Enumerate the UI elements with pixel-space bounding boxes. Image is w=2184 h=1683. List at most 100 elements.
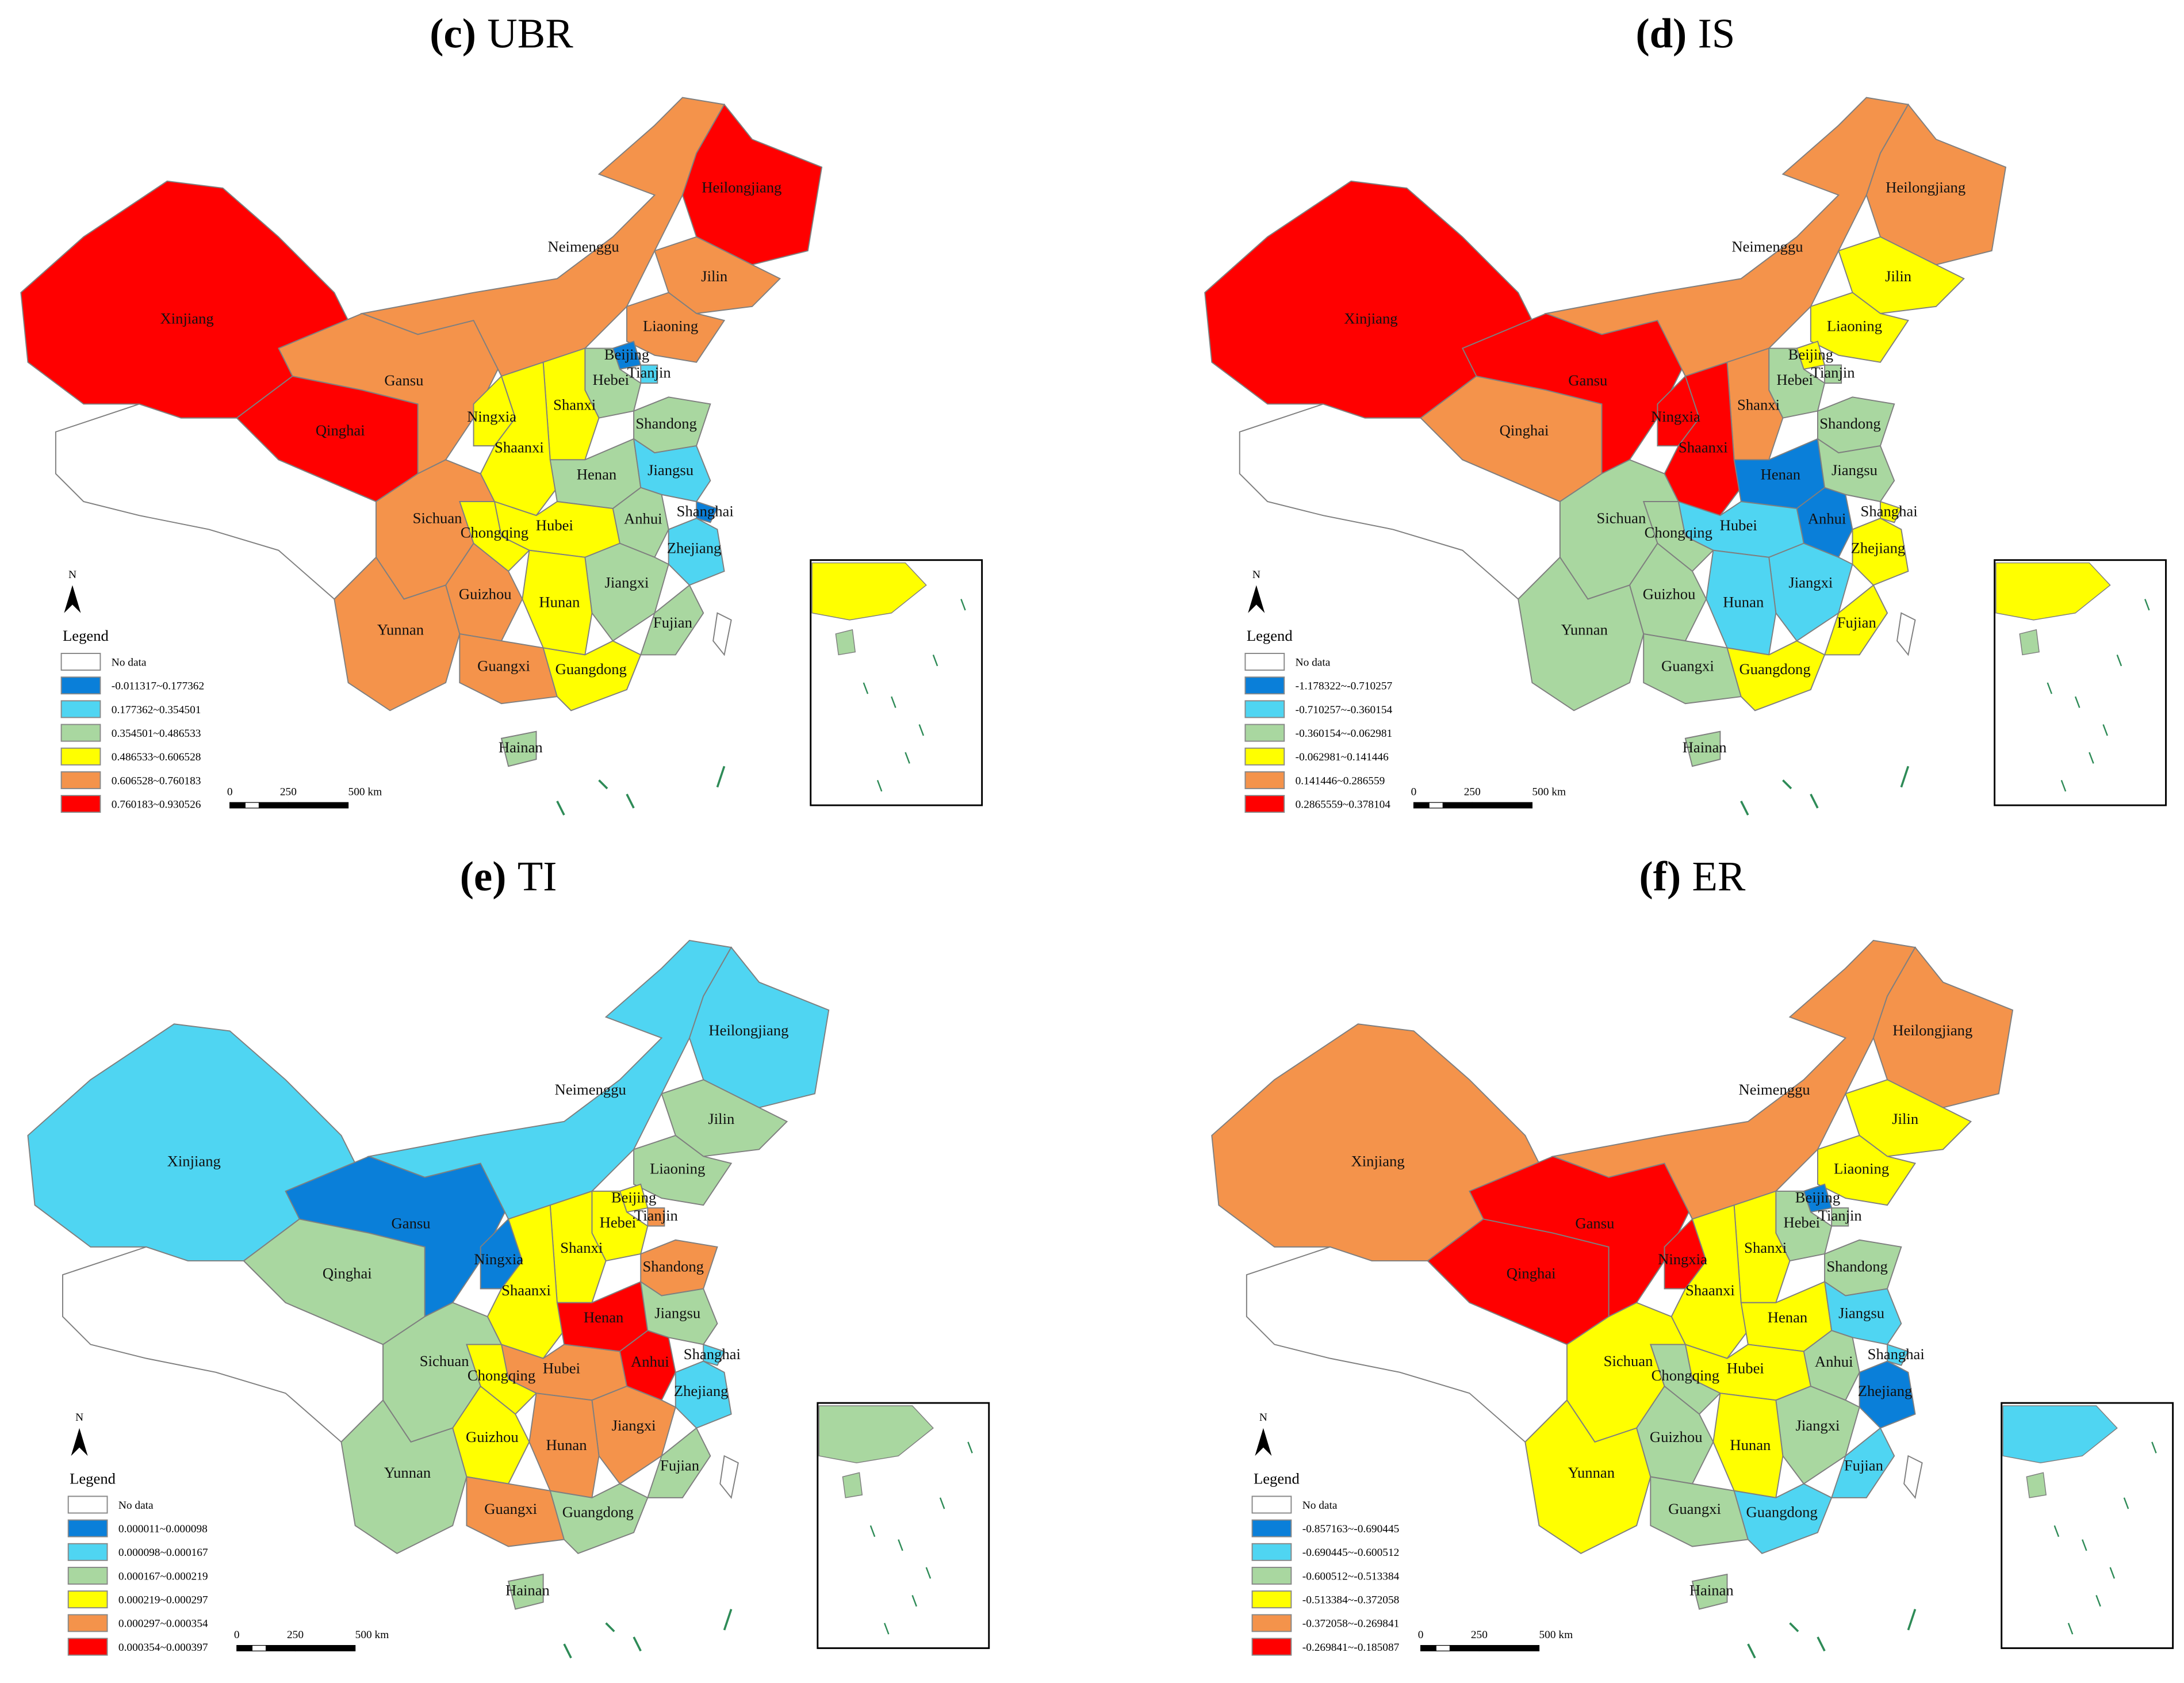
province-label: Henan bbox=[1768, 1309, 1808, 1326]
province bbox=[500, 730, 537, 767]
island bbox=[633, 1636, 642, 1652]
province-label: Liaoning bbox=[1834, 1160, 1889, 1177]
province bbox=[1887, 1344, 1909, 1366]
province-label: Neimenggu bbox=[1738, 1081, 1810, 1098]
legend-label: -0.513384~-0.372058 bbox=[1302, 1594, 1400, 1606]
legend-label: -0.600512~-0.513384 bbox=[1302, 1570, 1400, 1582]
legend-swatch bbox=[67, 1519, 108, 1537]
legend-swatch bbox=[1251, 1566, 1292, 1585]
province bbox=[646, 1427, 711, 1498]
map-panel: (c) UBR Xinjiang Qinghai Gansu Neimenggu Heilo… bbox=[20, 10, 983, 816]
province-label: Hunan bbox=[1730, 1436, 1771, 1454]
inset-island bbox=[869, 1525, 876, 1537]
inset-island bbox=[2089, 752, 2094, 764]
province bbox=[507, 1573, 544, 1610]
province-label: Shanghai bbox=[1868, 1345, 1925, 1363]
scale-label: 0 bbox=[1411, 786, 1417, 798]
panel-title: (e) TI bbox=[460, 853, 557, 900]
scale-label: 500 km bbox=[348, 786, 382, 798]
province-label: Gansu bbox=[1568, 372, 1607, 389]
scale-bar bbox=[1413, 802, 1430, 809]
province-label: Fujian bbox=[653, 614, 692, 631]
province-label: Hunan bbox=[546, 1436, 587, 1454]
province-label: Yunnan bbox=[1568, 1464, 1615, 1481]
north-arrow bbox=[71, 1428, 88, 1456]
province-label: Hainan bbox=[1683, 739, 1727, 756]
legend-swatch bbox=[67, 1614, 108, 1632]
province-label: Neimenggu bbox=[555, 1081, 626, 1098]
scale-label: 500 km bbox=[1532, 786, 1566, 798]
panel-title: (f) ER bbox=[1639, 853, 1746, 900]
province-label: Jilin bbox=[708, 1110, 734, 1127]
province-label: Qinghai bbox=[1507, 1264, 1556, 1282]
legend-title: Legend bbox=[1247, 627, 1293, 644]
scale-bar bbox=[244, 802, 260, 809]
inset-island bbox=[932, 655, 938, 667]
province-label: Xinjiang bbox=[160, 309, 214, 327]
province-label: Jiangsu bbox=[647, 461, 693, 479]
legend-label: -0.690445~-0.600512 bbox=[1302, 1547, 1400, 1559]
legend-label: -0.062981~0.141446 bbox=[1296, 751, 1389, 763]
province-label: Chongqing bbox=[1645, 524, 1712, 541]
scale-label: 0 bbox=[227, 786, 233, 798]
province-label: Henan bbox=[577, 466, 616, 483]
legend-swatch bbox=[1251, 1590, 1292, 1609]
province bbox=[640, 364, 658, 384]
province-label: Hainan bbox=[505, 1581, 550, 1598]
inset-island bbox=[911, 1594, 917, 1607]
island bbox=[598, 779, 608, 790]
province bbox=[647, 1207, 665, 1227]
province-label: Tianjin bbox=[1811, 364, 1855, 381]
province-label: Guangdong bbox=[555, 660, 627, 678]
province-label: Shaanxi bbox=[501, 1282, 551, 1299]
legend-swatch bbox=[1251, 1519, 1292, 1537]
province-label: Ningxia bbox=[467, 408, 516, 425]
province-label: Jiangxi bbox=[1795, 1417, 1840, 1434]
province-label: Anhui bbox=[1815, 1353, 1853, 1370]
province-label: Qinghai bbox=[316, 422, 365, 439]
inset-island bbox=[905, 752, 910, 764]
inset-island bbox=[2060, 779, 2067, 792]
province-label: Tianjin bbox=[627, 364, 671, 381]
north-arrow bbox=[1248, 585, 1265, 613]
province-label: Chongqing bbox=[1652, 1367, 1719, 1384]
inset-island bbox=[2151, 1441, 2157, 1454]
province bbox=[639, 584, 704, 656]
province-label: Hainan bbox=[499, 739, 543, 756]
island bbox=[1740, 800, 1749, 816]
province-label: Liaoning bbox=[1827, 317, 1882, 334]
scale-label: 500 km bbox=[1539, 1629, 1573, 1641]
legend-label: -0.360154~-0.062981 bbox=[1296, 728, 1393, 740]
inset-island bbox=[2082, 1539, 2087, 1551]
legend-title: Legend bbox=[1254, 1470, 1300, 1487]
inset-island bbox=[2053, 1525, 2060, 1537]
inset-land bbox=[842, 1472, 863, 1498]
province-label: Beijing bbox=[604, 346, 649, 363]
inset-island bbox=[2102, 724, 2108, 736]
province-label: Heilongjiang bbox=[702, 179, 781, 196]
inset-island bbox=[2123, 1497, 2129, 1509]
inset-land bbox=[2019, 629, 2040, 656]
province-label: Shanghai bbox=[1861, 502, 1918, 519]
legend-swatch bbox=[60, 724, 101, 742]
province-label: Hainan bbox=[1689, 1581, 1734, 1598]
province-label: Jilin bbox=[1892, 1110, 1918, 1127]
inset-land bbox=[835, 629, 856, 656]
island bbox=[1900, 766, 1910, 788]
island bbox=[1810, 793, 1819, 809]
province-label: Hebei bbox=[1776, 371, 1813, 388]
legend-label: 0.000011~0.000098 bbox=[118, 1523, 208, 1535]
scale-bar bbox=[294, 1644, 356, 1651]
panel-title: (d) IS bbox=[1635, 10, 1735, 56]
province-label: Shandong bbox=[1819, 415, 1881, 432]
scale-label: 250 bbox=[1464, 786, 1481, 798]
province-label: Tianjin bbox=[1818, 1207, 1862, 1224]
province-label: Beijing bbox=[611, 1188, 656, 1206]
province-label: Guangdong bbox=[1739, 660, 1810, 678]
province-label: Zhejiang bbox=[674, 1382, 729, 1399]
province bbox=[1691, 1573, 1728, 1610]
inset-island bbox=[2109, 1567, 2116, 1579]
north-label: N bbox=[68, 569, 76, 581]
province-label: Anhui bbox=[624, 510, 662, 527]
